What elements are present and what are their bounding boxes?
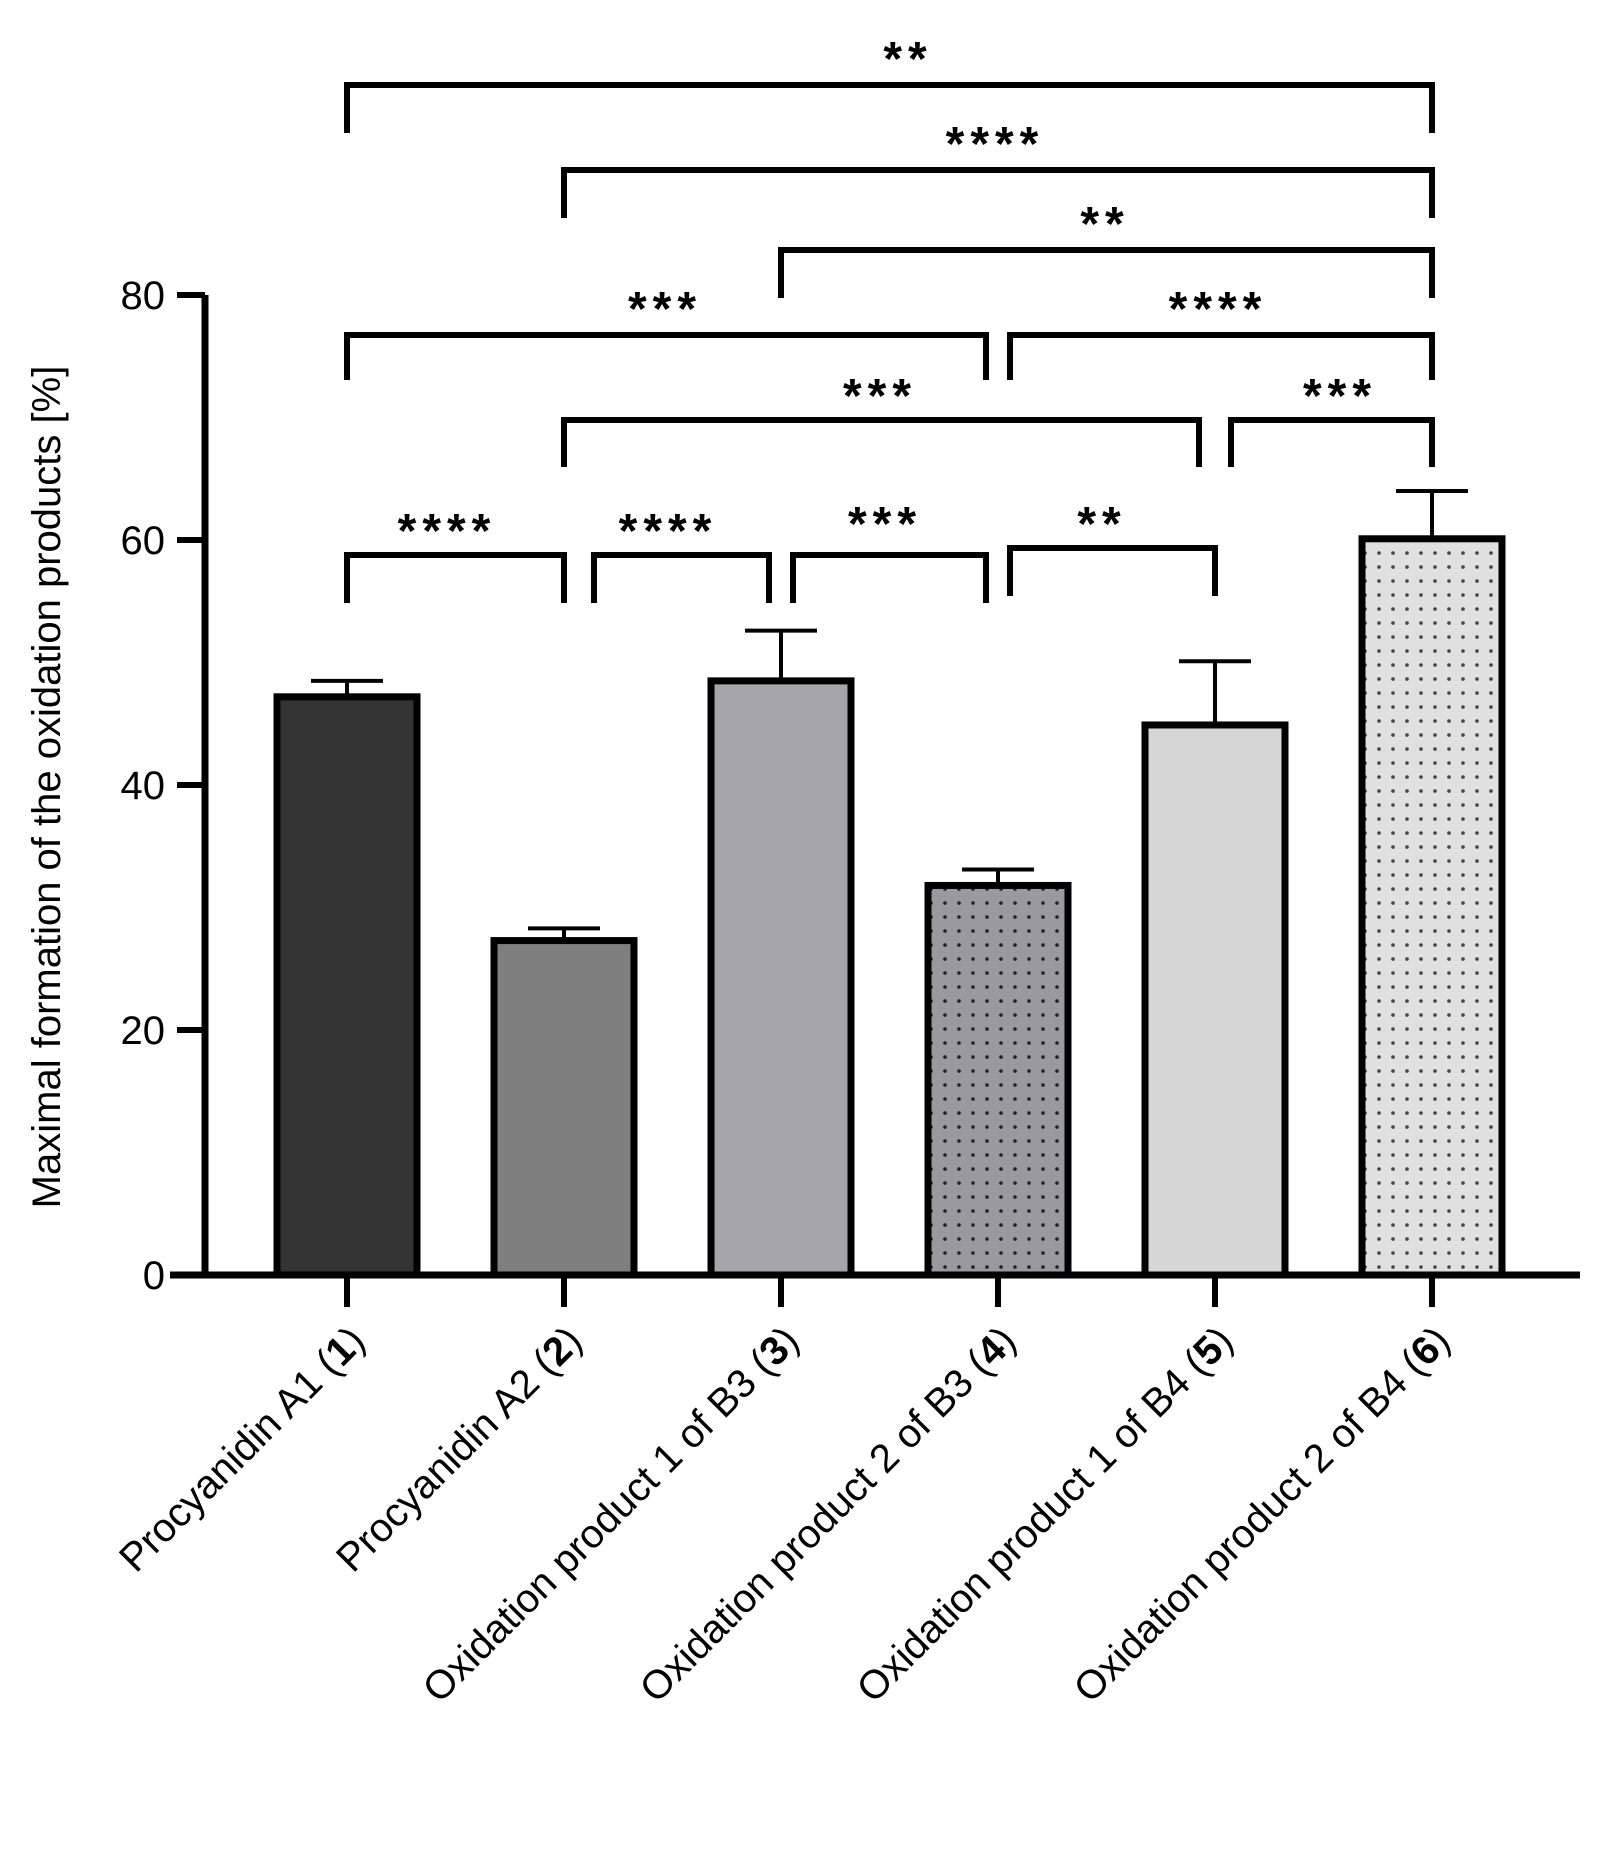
x-ticks: Procyanidin A1 (1)Procyanidin A2 (2)Oxid… [111, 1275, 1458, 1711]
y-tick-label: 0 [143, 1254, 165, 1298]
bar-6 [1358, 535, 1506, 1279]
bars [273, 489, 1506, 1279]
y-tick-label: 20 [121, 1009, 166, 1053]
y-tick-label: 60 [121, 519, 166, 563]
significance-bracket [561, 167, 1435, 218]
x-tick-label: Procyanidin A2 (2) [328, 1318, 590, 1580]
x-tick-label: Oxidation product 2 of B4 (6) [1066, 1318, 1459, 1711]
bar-4 [924, 881, 1072, 1279]
significance-label: *** [848, 498, 922, 551]
y-ticks: 0 20 40 60 80 [121, 274, 205, 1298]
x-tick-label: Oxidation product 1 of B3 (3) [415, 1318, 808, 1711]
significance-label: *** [1303, 370, 1377, 423]
x-tick-label-name: Oxidation product 1 of B4 [849, 1353, 1207, 1711]
significance-bracket [344, 82, 1435, 133]
significance-bracket [591, 552, 772, 603]
bar-3 [707, 677, 855, 1279]
significance-bracket [1228, 417, 1435, 467]
significance-label: **** [1169, 283, 1268, 336]
bar-1 [273, 693, 421, 1279]
x-tick-label-name: Oxidation product 2 of B3 [632, 1353, 990, 1711]
significance-label: **** [619, 505, 718, 558]
y-tick-label: 40 [121, 764, 166, 808]
significance-label: *** [843, 370, 917, 423]
x-tick-label-name: Oxidation product 1 of B3 [415, 1353, 773, 1711]
significance-label: **** [946, 118, 1045, 171]
significance-bracket [344, 552, 567, 603]
significance-bracket [561, 417, 1202, 467]
x-tick-label-name: Procyanidin A1 [111, 1353, 339, 1581]
x-tick-label-name: Procyanidin A2 [328, 1353, 556, 1581]
bar-2 [490, 937, 638, 1279]
significance-label: ** [1077, 498, 1126, 551]
x-tick-label-name: Oxidation product 2 of B4 [1066, 1353, 1424, 1711]
x-tick-label: Oxidation product 2 of B3 (4) [632, 1318, 1025, 1711]
bar-5 [1141, 721, 1289, 1279]
x-tick-label: Procyanidin A1 (1) [111, 1318, 373, 1580]
significance-label: ** [883, 33, 932, 86]
significance-label: ** [1080, 198, 1129, 251]
y-axis-title: Maximal formation of the oxidation produ… [25, 366, 69, 1209]
significance-bracket [778, 247, 1435, 298]
significance-bracket [790, 552, 989, 603]
y-tick-label: 80 [121, 274, 166, 318]
significance-bracket [1007, 332, 1435, 380]
significance-bracket [1007, 545, 1218, 596]
significance-label: **** [398, 505, 497, 558]
significance-brackets: *********** ******* ******* **** *** ** [344, 33, 1435, 603]
significance-label: *** [628, 283, 702, 336]
significance-bracket [344, 332, 989, 380]
x-tick-label: Oxidation product 1 of B4 (5) [849, 1318, 1242, 1711]
